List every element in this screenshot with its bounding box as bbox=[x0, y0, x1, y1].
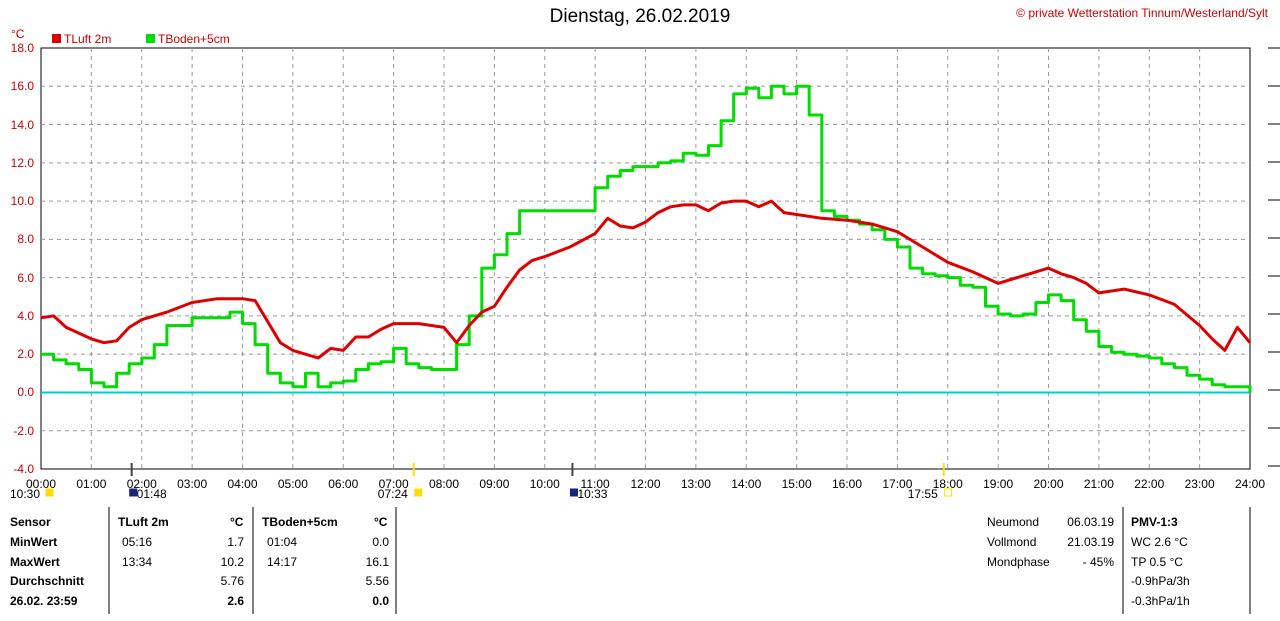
y-tick-label: 10.0 bbox=[10, 194, 34, 209]
moon-row-value: 21.03.19 bbox=[1067, 535, 1114, 549]
table-cell-tluft-time: 13:34 bbox=[122, 554, 153, 569]
x-tick-label: 23:00 bbox=[1184, 477, 1215, 491]
x-tick-label: 00:00 bbox=[25, 477, 57, 491]
table-cell-tluft-value: 1.7 bbox=[227, 535, 244, 549]
table-cell-tboden-value: 5.56 bbox=[365, 574, 389, 588]
y-tick-label: 16.0 bbox=[10, 79, 34, 94]
y-tick-label: 4.0 bbox=[17, 308, 34, 323]
x-tick-label: 12:00 bbox=[630, 477, 661, 491]
x-tick-label: 22:00 bbox=[1134, 477, 1165, 491]
legend-swatch-tluft bbox=[52, 34, 61, 43]
x-tick-label: 05:00 bbox=[277, 477, 308, 491]
y-tick-label: 14.0 bbox=[10, 117, 34, 132]
y-tick-label: 8.0 bbox=[17, 232, 34, 247]
x-tick-label: 08:00 bbox=[428, 477, 460, 491]
table-row-label: 26.02. 23:59 bbox=[10, 593, 78, 608]
moon-row-label: Mondphase bbox=[987, 555, 1050, 569]
pmv-line: WC 2.6 °C bbox=[1131, 535, 1188, 549]
table-cell-tboden-time: 14:17 bbox=[267, 554, 298, 569]
y-tick-label: -2.0 bbox=[13, 423, 34, 438]
moon-row-value: - 45% bbox=[1082, 555, 1114, 569]
moon-row-label: Neumond bbox=[987, 515, 1040, 529]
x-tick-label: 01:00 bbox=[76, 477, 107, 491]
x-tick-label: 19:00 bbox=[983, 477, 1014, 491]
legend-swatch-tboden bbox=[146, 34, 155, 43]
event-marker-moon-icon bbox=[569, 488, 578, 497]
moon-row-value: 06.03.19 bbox=[1067, 515, 1114, 529]
table-cell-tluft-value: 10.2 bbox=[220, 554, 244, 569]
event-label-sun: 07:24 bbox=[377, 487, 408, 501]
y-tick-label: 12.0 bbox=[10, 155, 34, 170]
pmv-line: -0.3hPa/1h bbox=[1131, 593, 1190, 608]
x-tick-label: 04:00 bbox=[227, 477, 258, 491]
table-cell-tboden-value: 0.0 bbox=[372, 535, 389, 549]
event-label-sun: 10:30 bbox=[10, 487, 41, 501]
x-tick-label: 09:00 bbox=[479, 477, 510, 491]
x-tick-label: 15:00 bbox=[781, 477, 812, 491]
y-tick-label: -4.0 bbox=[13, 462, 34, 476]
copyright-label: © private Wetterstation Tinnum/Westerlan… bbox=[1016, 6, 1268, 20]
x-tick-label: 06:00 bbox=[328, 477, 359, 491]
table-cell-tboden-value: 0.0 bbox=[372, 593, 389, 608]
x-tick-label: 07:00 bbox=[378, 477, 409, 491]
y-tick-label: 6.0 bbox=[17, 270, 34, 285]
legend-item-tluft: TLuft 2m bbox=[52, 32, 111, 46]
table-header-tboden: TBoden+5cm bbox=[262, 515, 338, 529]
legend-label-tluft: TLuft 2m bbox=[64, 32, 112, 46]
x-tick-label: 11:00 bbox=[580, 477, 610, 491]
x-tick-label: 02:00 bbox=[126, 477, 157, 491]
event-marker-sun-icon bbox=[414, 488, 423, 497]
y-tick-label: 18.0 bbox=[10, 41, 34, 55]
event-marker-moon-icon bbox=[129, 488, 138, 497]
table-cell-tboden-value: 16.1 bbox=[365, 554, 389, 569]
chart-title: Dienstag, 26.02.2019 bbox=[549, 6, 731, 27]
table-cell-tluft-value: 2.6 bbox=[227, 593, 244, 608]
legend-label-tboden: TBoden+5cm bbox=[158, 32, 230, 46]
table-row-label: MaxWert bbox=[10, 554, 60, 569]
x-tick-label: 18:00 bbox=[932, 477, 963, 491]
table-cell-tluft-value: 5.76 bbox=[220, 574, 244, 588]
table-cell-tboden-time: 01:04 bbox=[267, 535, 298, 549]
table-header-sensor: Sensor bbox=[10, 515, 51, 529]
x-tick-label: 03:00 bbox=[177, 477, 208, 491]
series-line-tluft bbox=[40, 199, 1252, 360]
pmv-line: -0.9hPa/3h bbox=[1131, 574, 1190, 588]
event-marker-sun-icon bbox=[45, 488, 54, 497]
x-tick-label: 17:00 bbox=[882, 477, 913, 491]
event-label-sunset: 17:55 bbox=[907, 487, 938, 501]
event-label-moon: 01:48 bbox=[136, 487, 167, 501]
x-tick-label: 10:00 bbox=[529, 477, 560, 491]
event-label-moon: 10:33 bbox=[577, 487, 608, 501]
table-header-tluft-unit: °C bbox=[230, 515, 244, 529]
x-tick-label: 16:00 bbox=[831, 477, 863, 491]
x-tick-label: 24:00 bbox=[1234, 477, 1266, 491]
table-row-label: Durchschnitt bbox=[10, 574, 85, 588]
table-cell-tluft-time: 05:16 bbox=[122, 535, 153, 549]
legend-item-tboden: TBoden+5cm bbox=[146, 32, 230, 46]
table-header-tluft: TLuft 2m bbox=[118, 515, 169, 529]
x-tick-label: 21:00 bbox=[1083, 477, 1114, 491]
y-tick-label: 0.0 bbox=[17, 385, 34, 400]
x-tick-label: 20:00 bbox=[1033, 477, 1064, 491]
series-line-tboden bbox=[41, 84, 1252, 393]
event-marker-sunset-icon bbox=[944, 488, 953, 497]
y-unit-label: °C bbox=[11, 27, 25, 41]
table-row-label: MinWert bbox=[10, 535, 58, 549]
moon-row-label: Vollmond bbox=[987, 535, 1037, 549]
x-tick-label: 14:00 bbox=[731, 477, 762, 491]
x-tick-label: 13:00 bbox=[680, 477, 711, 491]
pmv-line: TP 0.5 °C bbox=[1131, 554, 1183, 569]
y-tick-label: 2.0 bbox=[17, 347, 34, 362]
pmv-title: PMV-1:3 bbox=[1131, 515, 1178, 529]
table-header-tboden-unit: °C bbox=[374, 515, 388, 529]
